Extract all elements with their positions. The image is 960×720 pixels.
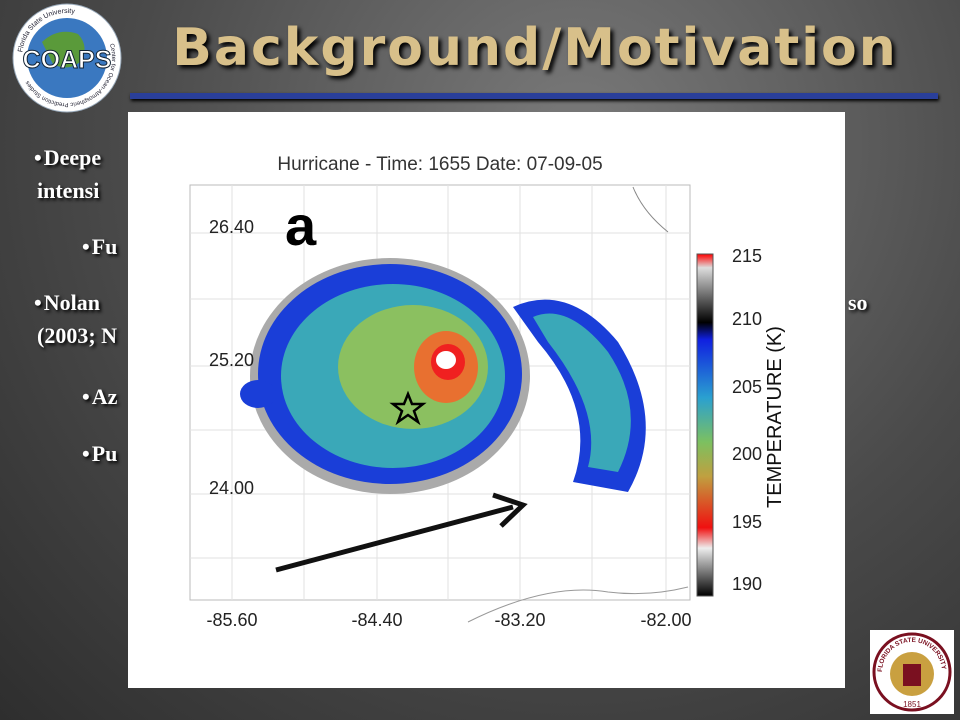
coastline [467,586,689,623]
storm-core [436,351,456,369]
title-rule [130,93,938,99]
bullet: Nolan [34,290,100,316]
rainband-inner [533,313,631,472]
colorbar-label: TEMPERATURE (K) [764,326,786,508]
sub-bullet: Fu [82,234,118,260]
plot-frame [189,184,691,601]
x-tick-label: -85.60 [206,610,257,630]
figure-title: Hurricane - Time: 1655 Date: 07-09-05 [277,154,602,175]
arrow-shaft [275,504,514,573]
outer-band [240,380,276,408]
coastline [632,186,669,233]
arrow-head [492,492,528,528]
colorbar-tick-label: 205 [732,377,762,397]
colorbar-tick-label: 210 [732,309,762,329]
y-tick-label: 24.00 [209,478,254,498]
x-tick-label: -82.00 [640,610,691,630]
colorbar-tick-label: 215 [732,246,762,266]
x-tick-label: -83.20 [494,610,545,630]
bullet: Deepe [34,145,101,171]
seal-shield [903,664,921,686]
seal-ring [872,632,952,712]
y-tick-label: 25.20 [209,350,254,370]
logo-land [42,31,85,68]
colorbar-tick-label: 190 [732,574,762,594]
title: Background/Motivation [172,18,898,78]
y-tick-label: 26.40 [209,217,254,237]
bullet-line: (2003; N [37,323,118,348]
center-star [389,390,427,426]
colorbar-tick-label: 195 [732,512,762,532]
bullet-tail: so [848,290,868,315]
sub-bullet: Pu [82,441,118,467]
figure: Hurricane - Time: 1655 Date: 07-09-05 a … [128,112,845,688]
colorbar-tick-label: 200 [732,444,762,464]
panel-label: a [285,194,317,257]
colorbar [696,253,714,597]
coaps-logo: Florida State University Center for Ocea… [12,3,122,113]
sub-bullet: Az [82,384,118,410]
logo-name: COAPS [23,46,112,74]
x-tick-label: -84.40 [351,610,402,630]
seal-year: 1851 [903,700,921,709]
fsu-seal: FLORIDA STATE UNIVERSITY 1851 [870,630,954,714]
bullet-line: intensi [37,178,100,203]
